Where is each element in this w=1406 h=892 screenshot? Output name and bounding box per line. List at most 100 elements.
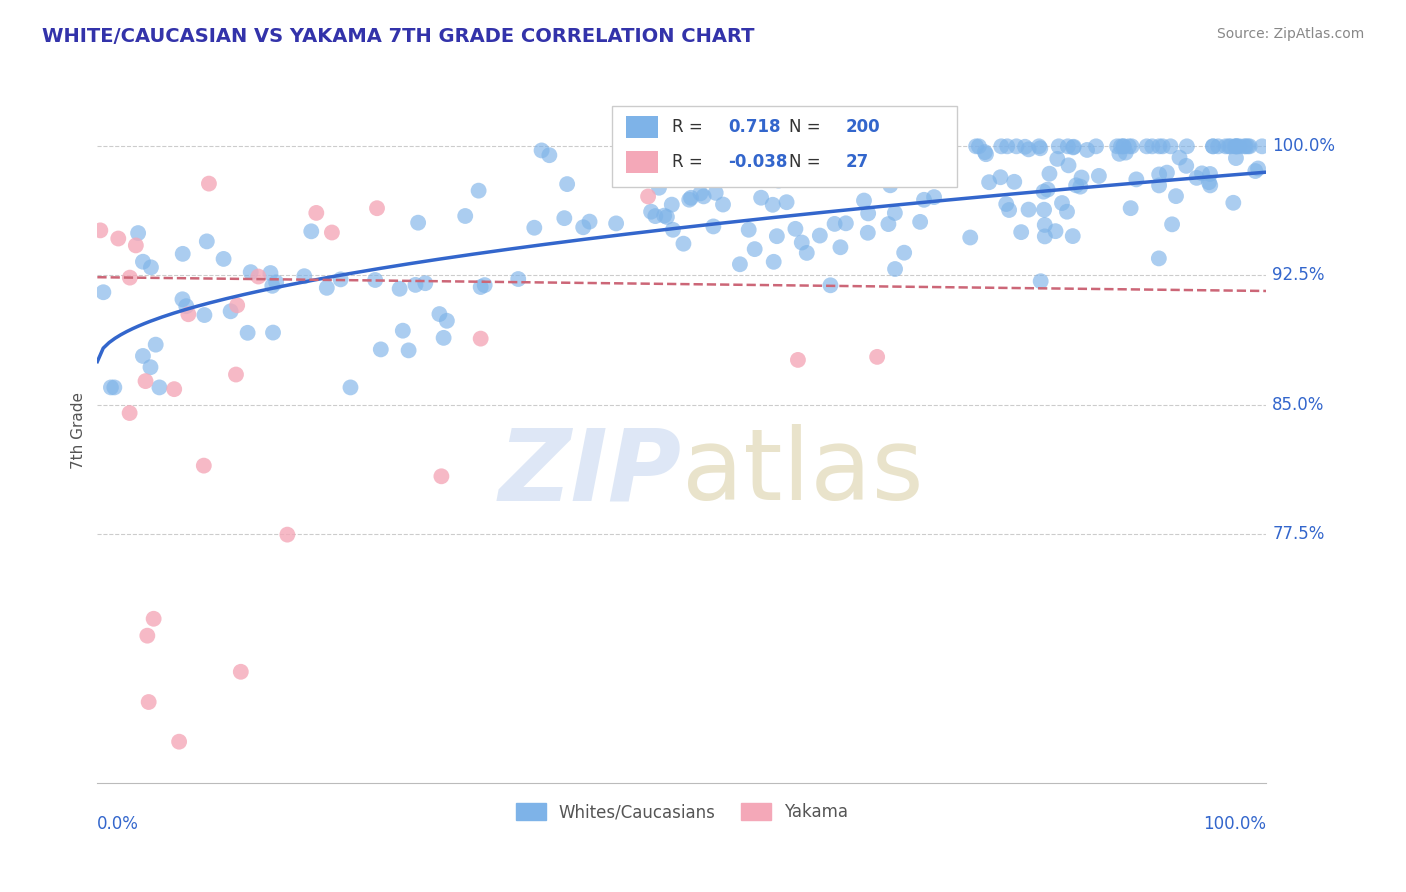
Point bbox=[1064, 178, 1087, 193]
Point bbox=[1063, 140, 1085, 154]
Point bbox=[702, 219, 724, 234]
Point bbox=[339, 380, 361, 394]
Point bbox=[652, 209, 675, 223]
Point bbox=[1002, 175, 1025, 189]
Point bbox=[276, 527, 298, 541]
Point bbox=[1010, 225, 1032, 239]
Point bbox=[655, 210, 678, 224]
Point bbox=[692, 140, 714, 154]
Point bbox=[398, 343, 420, 358]
Point bbox=[1233, 139, 1256, 153]
Point bbox=[1088, 169, 1111, 183]
Point bbox=[1029, 274, 1052, 288]
Point bbox=[1251, 139, 1274, 153]
Point bbox=[775, 195, 797, 210]
Point bbox=[100, 380, 122, 394]
Point bbox=[977, 175, 1000, 189]
Point bbox=[1119, 201, 1142, 215]
Point bbox=[1175, 159, 1198, 173]
Point bbox=[239, 265, 262, 279]
Point bbox=[1219, 139, 1241, 153]
Point bbox=[879, 178, 901, 193]
Point bbox=[89, 223, 111, 237]
Point bbox=[329, 272, 352, 286]
Point bbox=[856, 226, 879, 240]
Point bbox=[107, 231, 129, 245]
Point bbox=[1199, 178, 1222, 193]
Point bbox=[672, 236, 695, 251]
Point bbox=[1108, 146, 1130, 161]
Point bbox=[1125, 172, 1147, 186]
Point bbox=[1062, 140, 1084, 154]
Point bbox=[824, 217, 846, 231]
Point bbox=[614, 169, 637, 184]
Point bbox=[474, 278, 496, 293]
Point bbox=[965, 139, 987, 153]
Point bbox=[790, 235, 813, 250]
Point bbox=[1112, 139, 1135, 153]
Point bbox=[259, 266, 281, 280]
Point bbox=[744, 242, 766, 256]
Point bbox=[553, 211, 575, 226]
Point bbox=[896, 139, 918, 153]
Point bbox=[752, 170, 775, 185]
Point bbox=[132, 254, 155, 268]
Point bbox=[413, 276, 436, 290]
Point bbox=[467, 184, 489, 198]
Text: ZIP: ZIP bbox=[499, 425, 682, 521]
Point bbox=[226, 298, 249, 312]
Point bbox=[1036, 183, 1059, 197]
Point bbox=[1005, 139, 1028, 153]
Point bbox=[998, 202, 1021, 217]
Point bbox=[896, 139, 918, 153]
Point bbox=[766, 229, 789, 244]
Point bbox=[135, 374, 157, 388]
Point bbox=[884, 262, 907, 277]
Point bbox=[1047, 139, 1070, 153]
Point bbox=[236, 326, 259, 340]
Point bbox=[572, 220, 595, 235]
Point bbox=[936, 139, 959, 153]
Point bbox=[508, 272, 530, 286]
Point bbox=[866, 350, 889, 364]
Point bbox=[1033, 202, 1056, 217]
Text: 100.0%: 100.0% bbox=[1272, 137, 1336, 155]
Point bbox=[1147, 252, 1170, 266]
Point bbox=[768, 173, 790, 187]
Point bbox=[1014, 140, 1036, 154]
Point bbox=[1185, 170, 1208, 185]
Point bbox=[219, 304, 242, 318]
Point bbox=[775, 170, 797, 185]
Point bbox=[1033, 229, 1056, 244]
Point bbox=[195, 235, 218, 249]
Point bbox=[530, 144, 553, 158]
Point bbox=[1244, 164, 1267, 178]
Point bbox=[738, 223, 761, 237]
Text: 0.718: 0.718 bbox=[728, 118, 782, 136]
Point bbox=[973, 145, 995, 160]
Point bbox=[136, 629, 159, 643]
Text: 92.5%: 92.5% bbox=[1272, 267, 1324, 285]
Point bbox=[974, 147, 997, 161]
Point bbox=[1215, 139, 1237, 153]
Point bbox=[138, 695, 160, 709]
Point bbox=[174, 299, 197, 313]
Point bbox=[262, 326, 284, 340]
Point bbox=[1229, 139, 1251, 153]
Text: 77.5%: 77.5% bbox=[1272, 524, 1324, 543]
Point bbox=[990, 170, 1012, 185]
Point bbox=[145, 337, 167, 351]
Point bbox=[728, 257, 751, 271]
Text: N =: N = bbox=[789, 153, 827, 171]
Point bbox=[749, 191, 772, 205]
Point bbox=[605, 216, 627, 230]
Point bbox=[640, 204, 662, 219]
Point bbox=[470, 280, 492, 294]
Point bbox=[470, 332, 492, 346]
Point bbox=[1223, 139, 1246, 153]
Point bbox=[1239, 139, 1261, 153]
Point bbox=[305, 206, 328, 220]
Point bbox=[433, 331, 456, 345]
Point bbox=[404, 277, 426, 292]
Point bbox=[1018, 142, 1040, 156]
